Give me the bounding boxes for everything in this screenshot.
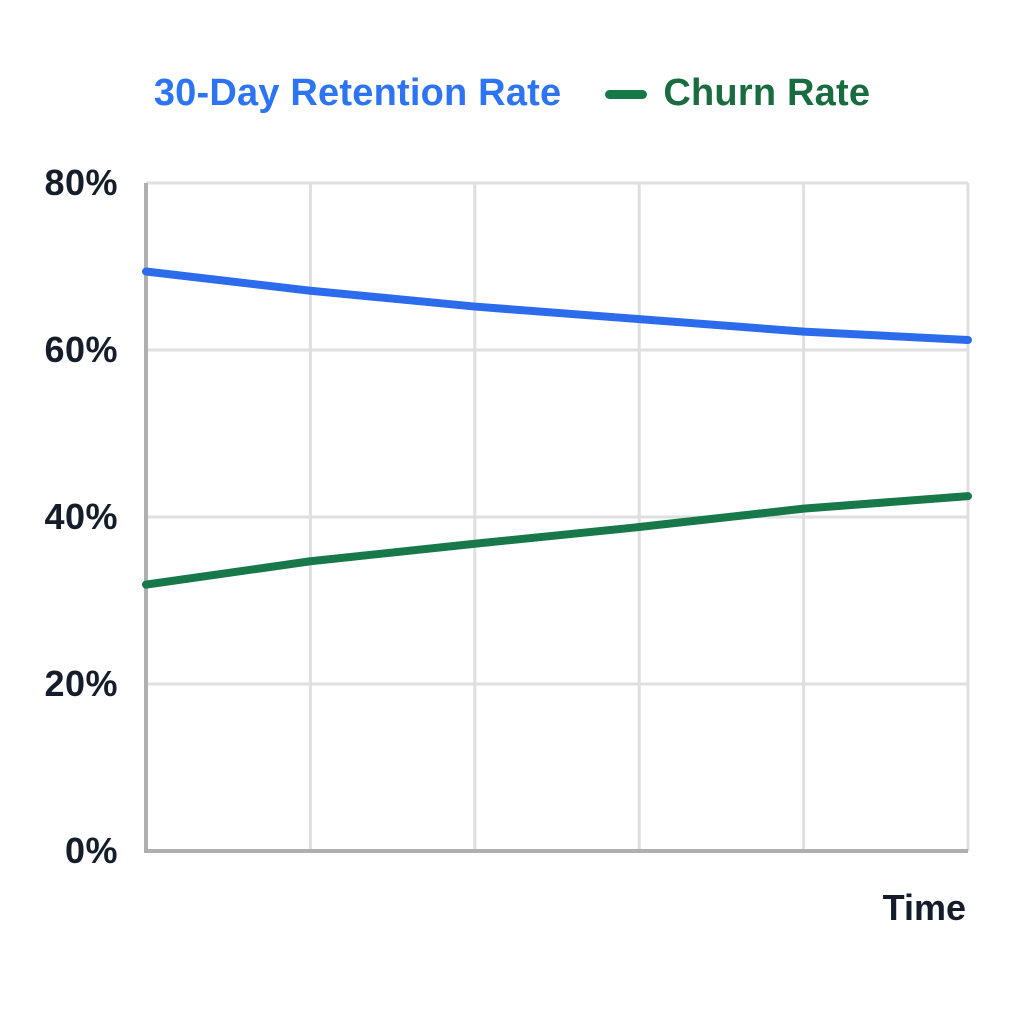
series-line-churn-rate [142,492,972,589]
y-axis-tick-label: 80% [44,162,118,203]
churn-legend-label: Churn Rate [663,72,871,114]
series-line-30-day-retention-rate [142,267,972,344]
x-axis-label: Time [882,887,966,928]
churn-dash-icon [605,90,648,99]
retention-legend-label: 30-Day Retention Rate [153,72,562,114]
y-axis-tick-label: 20% [44,663,118,704]
y-axis-tick-label: 40% [44,496,118,537]
y-axis-tick-label: 60% [44,329,118,370]
chart-legend: 30-Day Retention Rate Churn Rate [0,66,1024,120]
y-axis-tick-label: 0% [64,830,118,871]
